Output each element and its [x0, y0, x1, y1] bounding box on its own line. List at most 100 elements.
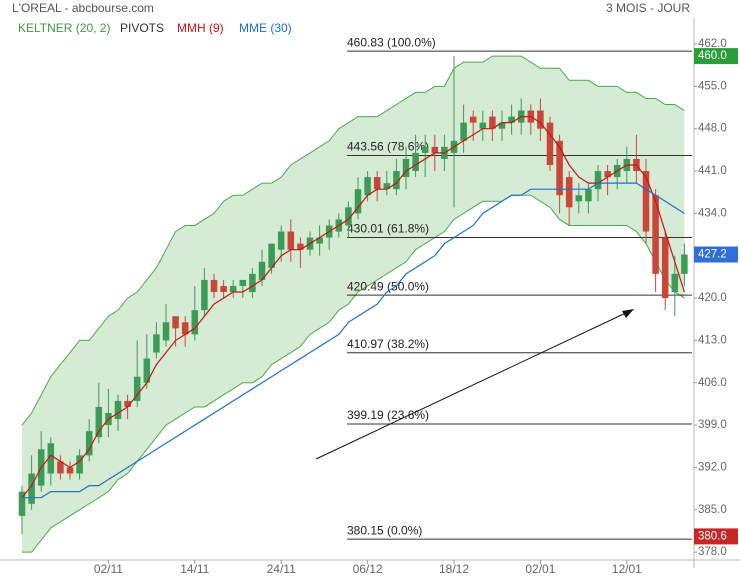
candle-body [671, 273, 679, 293]
candle-body [162, 322, 170, 341]
candle-body [498, 122, 506, 129]
price-tag-label: 460.0 [698, 50, 727, 62]
pivot-label: 380.15 (0.0%) [347, 523, 422, 537]
legend-entry: MME (30) [239, 21, 292, 35]
candle-body [661, 237, 669, 299]
candle-body [460, 122, 467, 141]
y-tick-label: 406.0 [698, 377, 727, 389]
x-tick-label: 02/01 [525, 562, 555, 576]
pivot-label: 410.97 (38.2%) [347, 337, 429, 351]
chart-subtitle: 3 MOIS - JOUR [606, 1, 690, 15]
candle-body [316, 237, 323, 244]
pivot-label: 420.49 (50.0%) [347, 279, 429, 293]
candle-body [268, 243, 275, 268]
plot-area: 460.83 (100.0%) 443.56 (78.6%) 430.01 (61.… [18, 35, 692, 553]
y-tick-label: 420.0 [698, 292, 727, 304]
candle-body [28, 473, 35, 504]
candle-body [556, 140, 563, 196]
legend-entry: MMH (9) [177, 21, 224, 35]
candle-body [537, 110, 544, 129]
legend-keltner: KELTNER (20, 2) [18, 21, 110, 35]
x-tick-label: 06/12 [353, 562, 383, 576]
candle-body [143, 358, 151, 383]
candle-body [652, 195, 659, 274]
candle-body [66, 467, 74, 474]
candle-body [210, 279, 218, 293]
candle-body [133, 376, 141, 401]
candle-body [191, 310, 199, 335]
annotation-arrow [315, 310, 631, 460]
candle-body [57, 461, 64, 474]
candle-body [249, 273, 256, 293]
x-tick-label: 18/12 [439, 562, 469, 576]
y-tick-label: 392.0 [698, 461, 727, 473]
candle-body [201, 279, 208, 311]
candle-body [402, 158, 410, 178]
moving-average [21, 116, 685, 499]
candle-body [239, 279, 247, 286]
pivot-label: 443.56 (78.6%) [347, 140, 429, 154]
candle-body [354, 189, 362, 214]
x-tick-label: 14/11 [180, 562, 209, 576]
keltner-upper [21, 55, 685, 426]
price-tag-label: 380.6 [698, 530, 727, 542]
candle-body [153, 334, 160, 353]
candle-body [95, 406, 103, 438]
moving-average [22, 182, 685, 499]
price-tag [694, 48, 738, 65]
x-tick-label: 02/11 [94, 562, 123, 576]
y-tick-label: 455.0 [698, 80, 727, 92]
candle-body [431, 146, 439, 153]
candle-body [229, 285, 237, 293]
candle-body [421, 146, 429, 153]
candle-body [585, 189, 592, 202]
candle-body [489, 116, 496, 129]
candle-body [277, 231, 285, 250]
pivot-label: 460.83 (100.0%) [347, 35, 436, 49]
candle-body [479, 122, 487, 129]
candle-body [373, 177, 381, 190]
y-tick-label: 413.0 [698, 334, 727, 346]
pivot-label: 399.19 (23.6%) [347, 408, 429, 422]
chart-title: L'OREAL - abcbourse.com [12, 1, 154, 15]
x-tick-label: 24/11 [267, 562, 296, 576]
candle-body [124, 400, 131, 407]
candle-body [114, 400, 122, 420]
candle-body [345, 207, 352, 226]
candle-body [18, 491, 26, 516]
candle-body [364, 177, 371, 196]
y-tick-label: 385.0 [698, 504, 727, 516]
legend: KELTNER (20, 2) PIVOTS MMH (9) MME (30) [18, 21, 292, 35]
candle-body [575, 195, 583, 202]
y-tick-label: 434.0 [698, 207, 727, 219]
candle-body [508, 116, 515, 123]
candle-body [287, 231, 295, 250]
candle-body [297, 243, 304, 250]
price-tag [694, 246, 738, 263]
keltner-band [22, 56, 685, 553]
candle-body [85, 431, 93, 456]
y-tick-label: 441.0 [698, 165, 727, 177]
candle-body [258, 261, 266, 280]
candle-body [383, 183, 391, 190]
candle-body [604, 171, 611, 178]
x-tick-label: 12/01 [612, 562, 642, 576]
price-tag [694, 528, 738, 545]
candle-body [47, 443, 55, 474]
candle-body [412, 152, 419, 172]
arrow-head [622, 309, 634, 318]
candle-body [393, 171, 400, 190]
price-tag-label: 427.2 [698, 249, 727, 261]
candle-body [546, 122, 554, 165]
y-tick-label: 378.0 [698, 546, 727, 558]
legend-pivots: PIVOTS [120, 21, 164, 35]
y-tick-label: 448.0 [698, 123, 727, 135]
candle-body [181, 322, 189, 335]
candle-body [469, 116, 477, 123]
candle-body [76, 455, 83, 474]
y-tick-label: 399.0 [698, 419, 727, 431]
pivot-label: 430.01 (61.8%) [347, 222, 429, 236]
candle-body [220, 285, 227, 293]
candle-body [681, 254, 688, 274]
